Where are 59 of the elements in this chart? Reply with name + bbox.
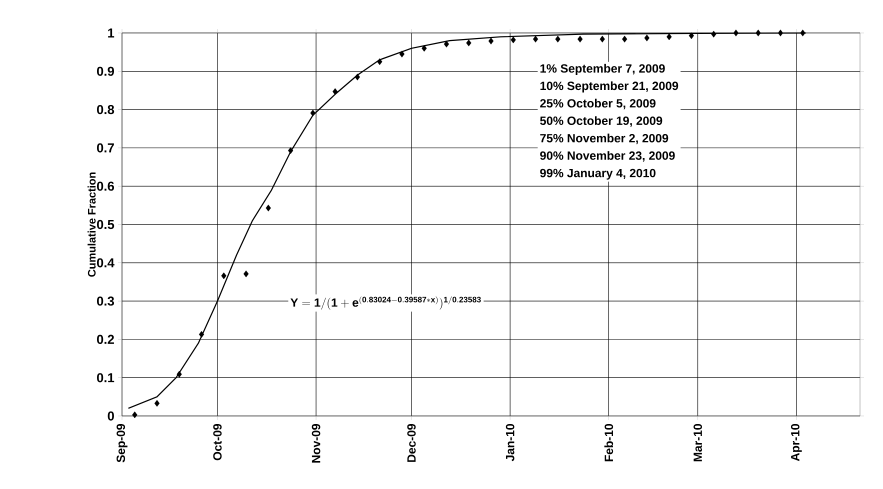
point [532,36,538,42]
annotation: 1% September 7, 2009 [540,64,665,76]
x-tick-label: Mar-10 [694,424,702,462]
point [154,400,160,407]
annotation: 10% September 21, 2009 [540,81,678,92]
y-tick-label: 0.7 [97,143,114,152]
point [666,33,672,40]
point [488,38,494,44]
point [422,44,427,52]
y-tick-label: 0.6 [97,182,114,191]
x-tick-label: Sep-09 [116,424,128,462]
x-tick-label: Jan-10 [506,424,514,462]
point [510,36,516,44]
point [399,50,405,58]
point [644,34,650,42]
point [800,30,806,36]
point [132,411,138,418]
point [711,30,716,38]
point [555,36,560,42]
point [756,30,761,36]
y-tick-label: 0 [108,411,114,421]
point [266,204,271,212]
point [466,40,472,46]
point [444,40,450,48]
y-tick-label: 0.1 [97,373,114,382]
annotation: 75% November 2, 2009 [540,134,668,144]
point [221,272,226,280]
y-tick-label: 0.4 [97,258,114,268]
y-tick-label: 0.2 [97,334,114,344]
annotation: 50% October 19, 2009 [540,116,662,127]
point [332,88,338,95]
point [377,58,382,66]
point [778,30,784,36]
point [310,110,316,116]
y-tick-label: 0.3 [97,296,114,306]
annotation: 99% January 4, 2010 [540,168,656,180]
x-tick-label: Apr-10 [790,424,802,462]
y-tick-label: 0.5 [97,220,114,230]
point [176,370,182,378]
x-tick-label: Feb-10 [604,424,614,462]
annotation: 90% November 23, 2009 [540,151,675,162]
x-tick-label: Nov-09 [312,424,320,463]
y-tick-label: 0.8 [97,104,114,114]
annotation: 25% October 5, 2009 [540,98,656,110]
x-tick-label: Oct-09 [213,424,222,460]
point [243,270,249,278]
point [733,30,739,36]
x-tick-label: Dec-09 [407,424,416,462]
point [354,74,360,80]
point [288,147,294,154]
point [577,36,583,42]
y-axis-title: Cumulative Fraction [88,172,96,277]
point [198,331,204,338]
point [600,36,605,42]
point [622,36,628,42]
y-tick-label: 0.9 [97,66,114,76]
annotation: $\mathbf{Y=1/(1+e^{(0.83024-0.39587*x)})^{1/0.23583}}$ [290,296,481,310]
y-tick-label: 1 [108,28,114,38]
point [688,32,694,40]
